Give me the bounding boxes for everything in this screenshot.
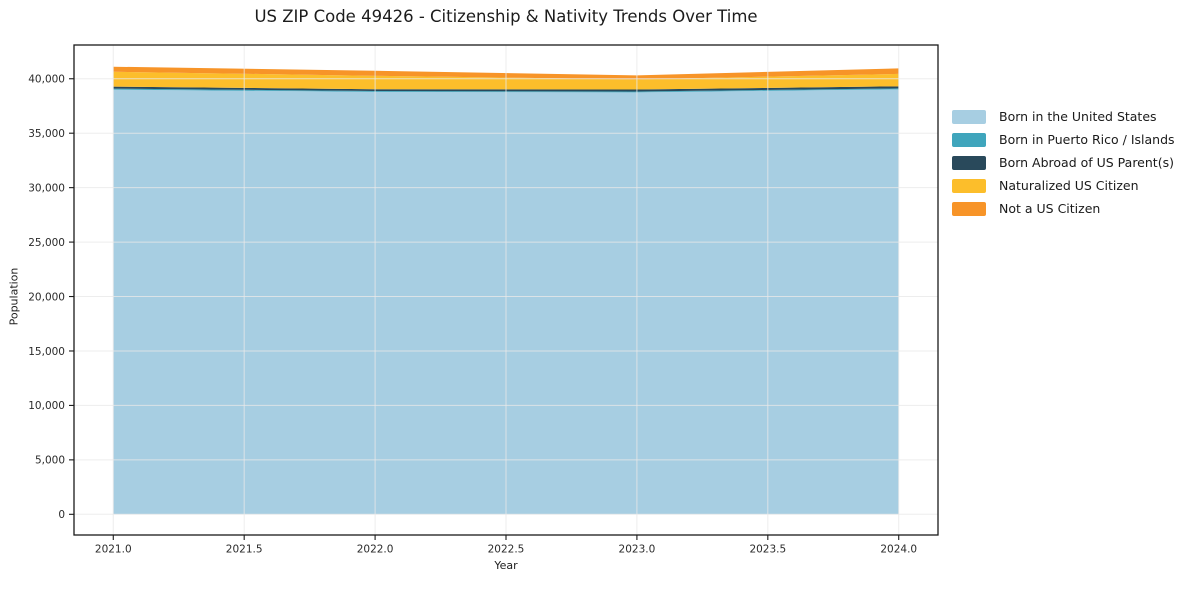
- legend-swatch: [952, 132, 986, 147]
- legend-item: Not a US Citizen: [952, 197, 1175, 220]
- legend-label: Born in the United States: [999, 109, 1157, 124]
- legend-label: Not a US Citizen: [999, 201, 1101, 216]
- legend-item: Born in Puerto Rico / Islands: [952, 128, 1175, 151]
- x-axis-title: Year: [494, 559, 518, 572]
- y-tick-label: 0: [58, 509, 65, 521]
- legend-label: Naturalized US Citizen: [999, 178, 1139, 193]
- y-tick-label: 5,000: [35, 455, 65, 467]
- y-tick-label: 20,000: [28, 291, 65, 303]
- x-tick-label: 2021.5: [226, 544, 263, 556]
- legend-swatch: [952, 201, 986, 216]
- x-tick-label: 2023.5: [749, 544, 786, 556]
- x-tick-label: 2024.0: [880, 544, 917, 556]
- y-tick-label: 30,000: [28, 182, 65, 194]
- x-tick-label: 2022.5: [488, 544, 525, 556]
- y-tick-label: 25,000: [28, 237, 65, 249]
- x-tick-label: 2021.0: [95, 544, 132, 556]
- legend-label: Born Abroad of US Parent(s): [999, 155, 1174, 170]
- area-series-2: [113, 86, 899, 92]
- area-series-4: [113, 66, 899, 80]
- x-tick-label: 2023.0: [619, 544, 656, 556]
- y-tick-label: 15,000: [28, 346, 65, 358]
- legend-swatch: [952, 178, 986, 193]
- legend-item: Born Abroad of US Parent(s): [952, 151, 1175, 174]
- y-tick-label: 35,000: [28, 128, 65, 140]
- legend-swatch: [952, 155, 986, 170]
- chart-title: US ZIP Code 49426 - Citizenship & Nativi…: [254, 7, 758, 26]
- y-tick-label: 10,000: [28, 400, 65, 412]
- legend-swatch: [952, 109, 986, 124]
- legend-item: Born in the United States: [952, 105, 1175, 128]
- legend: Born in the United States Born in Puerto …: [952, 105, 1175, 220]
- x-tick-label: 2022.0: [357, 544, 394, 556]
- y-axis-title: Population: [7, 267, 21, 326]
- y-tick-label: 40,000: [28, 74, 65, 86]
- legend-label: Born in Puerto Rico / Islands: [999, 132, 1175, 147]
- legend-item: Naturalized US Citizen: [952, 174, 1175, 197]
- area-series-1: [113, 88, 899, 93]
